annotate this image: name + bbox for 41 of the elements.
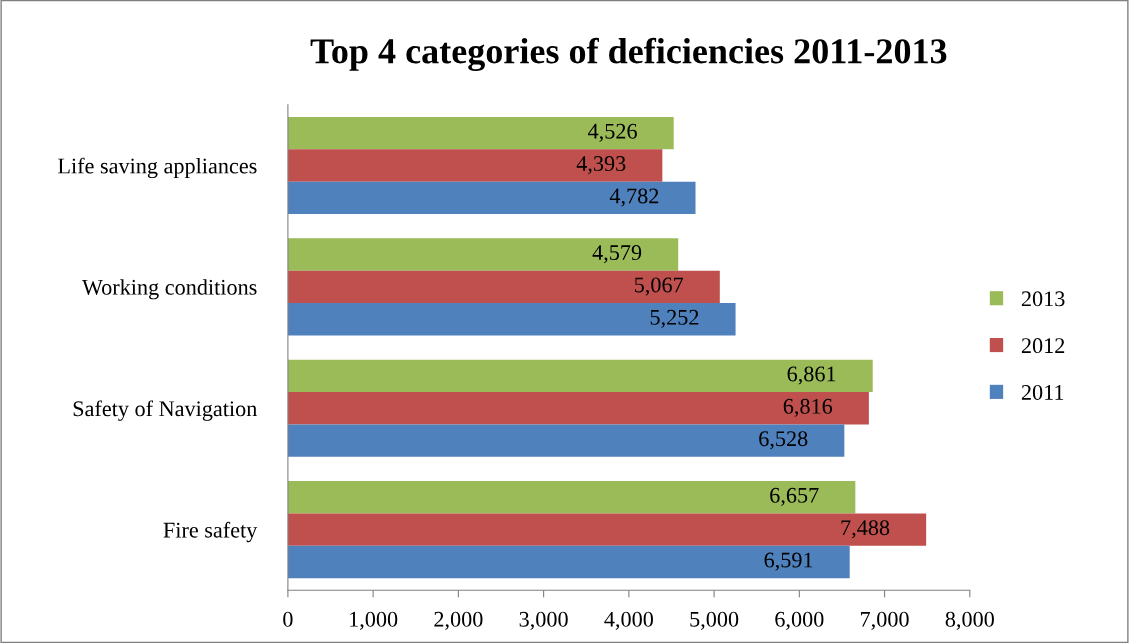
x-tick-label: 1,000 (350, 611, 398, 630)
x-tick-label: 7,000 (861, 611, 909, 630)
legend-label: 2013 (1021, 291, 1065, 307)
bar (287, 513, 927, 546)
y-tick-label: Life saving appliances (58, 157, 257, 179)
data-label: 4,579 (592, 245, 642, 264)
x-tick-label: 6,000 (775, 611, 824, 630)
x-tick-label: 4,000 (604, 611, 654, 630)
data-label: 7,488 (841, 520, 890, 539)
data-label: 6,591 (764, 552, 813, 571)
bar (287, 424, 845, 457)
bar (287, 270, 720, 304)
data-label: 6,861 (787, 366, 836, 385)
x-tick-label: 5,000 (690, 611, 739, 630)
data-label: 5,067 (634, 277, 684, 296)
data-label: 6,816 (783, 398, 833, 417)
bar (287, 359, 873, 393)
x-tick-label: 8,000 (945, 611, 994, 630)
data-label: 5,252 (650, 309, 699, 328)
x-tick-label: 0 (283, 611, 293, 627)
bar (287, 181, 696, 215)
y-tick-label: Working conditions (82, 279, 257, 300)
data-label: 4,526 (588, 123, 637, 142)
bar (287, 116, 674, 150)
legend-label: 2012 (1021, 338, 1065, 354)
bar (287, 303, 736, 336)
y-tick-label: Fire safety (163, 521, 258, 543)
chart-title: Top 4 categories of deficiencies 2011-2013 (310, 37, 947, 72)
bar (287, 481, 856, 514)
data-label: 6,657 (770, 487, 819, 506)
x-tick-label: 3,000 (519, 611, 568, 630)
y-tick-label: Safety of Navigation (73, 400, 257, 421)
bar (287, 238, 679, 271)
data-label: 4,393 (576, 156, 626, 175)
bar (287, 392, 869, 425)
data-label: 6,528 (759, 431, 808, 450)
x-tick-label: 2,000 (434, 611, 483, 630)
data-label: 4,782 (609, 188, 659, 207)
bar (287, 149, 663, 182)
bar (287, 545, 850, 579)
legend-label: 2011 (1021, 384, 1064, 400)
